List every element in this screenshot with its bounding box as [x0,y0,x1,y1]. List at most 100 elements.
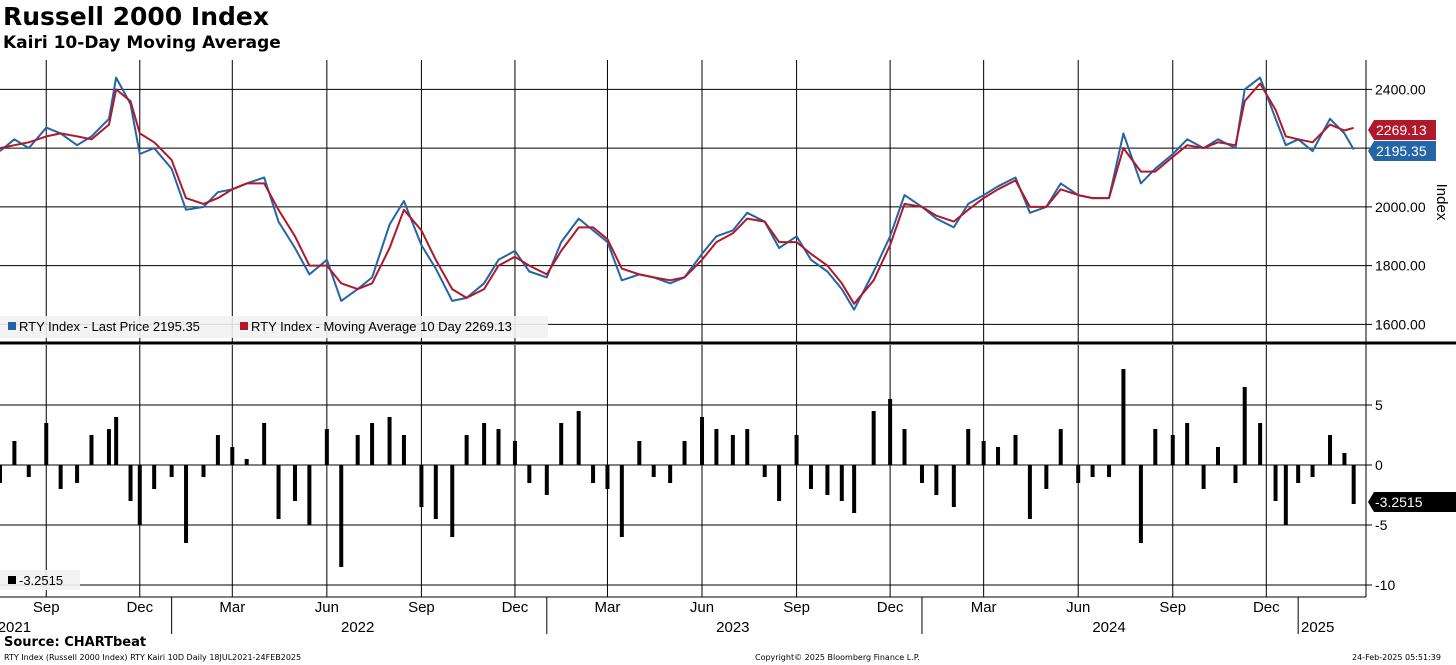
kairi-bar [966,429,971,465]
kairi-bar [1013,435,1018,465]
kairi-bar [137,465,142,525]
kairi-bar [808,465,813,489]
kairi-bar [527,465,532,483]
kairi-bar [1090,465,1095,477]
kairi-bar [44,423,49,465]
x-year-label: 2023 [716,619,749,636]
x-tick-label: Sep [408,599,435,616]
kairi-last-badge: -3.2515 [1368,492,1456,512]
kairi-bar [1328,435,1333,465]
x-tick-label: Sep [783,599,810,616]
x-tick-label: Dec [502,599,529,616]
kairi-bar [1170,435,1175,465]
kairi-bar [1215,447,1220,465]
kairi-bar [89,435,94,465]
kairi-bar [339,465,344,567]
legend-swatch-last-price [8,322,16,330]
kairi-bar [292,465,297,501]
kairi-bar [730,435,735,465]
kairi-bar [762,465,767,477]
lower-legend-bg [0,570,80,590]
x-tick-label: Dec [877,599,904,616]
kairi-bar [152,465,157,489]
x-year-label: 2025 [1301,619,1334,636]
x-tick-label: Mar [595,599,621,616]
x-year-label: 2022 [341,619,374,636]
kairi-bar [1342,453,1347,465]
kairi-last-badge-shape [1368,492,1456,512]
y-axis: 1600.00 1800.00 2000.00 2400.00 5 0 -5 -10 Index… [1366,81,1456,593]
kairi-bar [1258,423,1263,465]
kairi-bar [1201,465,1206,489]
footer-left: RTY Index (Russell 2000 Index) RTY Kairi… [4,653,302,662]
kairi-bar [576,411,581,465]
moving-average-last-badge: 2269.13 [1368,120,1436,140]
kairi-bar [852,465,857,513]
legend: RTY Index - Last Price 2195.35 RTY Index … [0,316,548,590]
kairi-bar [450,465,455,537]
moving-average-last-badge-shape [1368,120,1436,140]
legend-entry-last-price: RTY Index - Last Price 2195.35 [19,319,200,334]
kairi-bar [106,429,111,465]
kairi-bar [1138,465,1143,543]
kairi-bar [871,411,876,465]
kairi-bar [605,465,610,489]
kairi-bar [184,465,189,543]
kairi-bar [482,423,487,465]
lower-y-tick-label: 5 [1375,397,1383,413]
kairi-bar [668,465,673,483]
kairi-bar [1283,465,1288,525]
price-lines [0,76,1355,311]
kairi-bar [1185,423,1190,465]
legend-entry-moving-average: RTY Index - Moving Average 10 Day 2269.1… [251,319,512,334]
footer-timestamp: 24-Feb-2025 05:51:39 [1352,653,1441,662]
upper-y-tick-label: 1800.00 [1375,258,1426,274]
kairi-bar [419,465,424,507]
legend-entry-kairi: -3.2515 [19,573,63,588]
legend-swatch-kairi [8,576,16,584]
moving-average-line [0,82,1354,305]
kairi-bar [1310,465,1315,477]
moving-average-last-badge-text: 2269.13 [1376,122,1427,138]
kairi-bar [215,435,220,465]
kairi-bar [1121,369,1126,465]
kairi-bar [745,429,750,465]
kairi-bar [981,441,986,465]
x-tick-label: Sep [1159,599,1186,616]
kairi-bar [619,465,624,537]
last-price-line [0,76,1355,311]
x-tick-label: Mar [971,599,997,616]
kairi-bar [839,465,844,501]
kairi-bar [682,441,687,465]
kairi-bar [128,465,133,501]
kairi-bar [637,441,642,465]
kairi-bar [1058,429,1063,465]
kairi-bar [1107,465,1112,477]
upper-y-tick-label: 2000.00 [1375,199,1426,215]
y-axis-title: Index [1433,184,1450,221]
kairi-bar [777,465,782,501]
kairi-bar [794,435,799,465]
x-year-label: 2024 [1092,619,1125,636]
kairi-bar [169,465,174,477]
kairi-bar [996,447,1001,465]
kairi-bar [496,429,501,465]
kairi-bar [919,465,924,483]
kairi-bar [1153,429,1158,465]
kairi-bar [902,429,907,465]
kairi-bars [0,369,1356,567]
kairi-bar [1273,465,1278,501]
kairi-bar [700,417,705,465]
kairi-bar [1027,465,1032,519]
kairi-bar [12,441,17,465]
kairi-bar [825,465,830,495]
kairi-bar [230,447,235,465]
kairi-bar [591,465,596,483]
legend-swatch-moving-average [240,322,248,330]
kairi-bar [559,423,564,465]
last-price-last-badge: 2195.35 [1368,141,1436,161]
kairi-bar [951,465,956,507]
x-tick-label: Jun [1066,599,1090,616]
kairi-bar [114,417,119,465]
kairi-bar [1351,465,1356,505]
